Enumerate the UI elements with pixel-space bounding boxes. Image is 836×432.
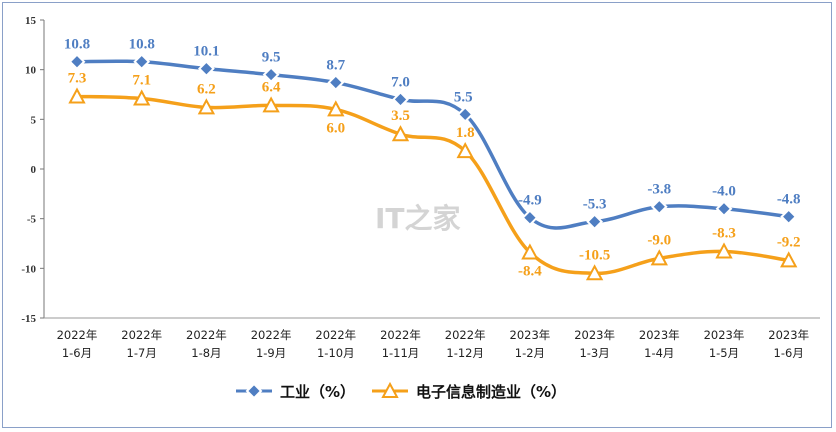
x-tick-label-year: 2023年: [768, 328, 809, 342]
series-1-point: [327, 100, 345, 117]
x-tick-label-period: 1-7月: [127, 346, 157, 360]
y-tick-label: 10: [25, 65, 37, 77]
legend: 工业（%） 电子信息制造业（%）: [236, 381, 566, 401]
series-1-point: [715, 242, 733, 259]
y-tick-label: 15: [25, 15, 37, 27]
x-tick-label-year: 2022年: [380, 328, 421, 342]
series-0-point: [392, 91, 409, 108]
y-tick-label: 5: [31, 114, 37, 126]
data-label: -4.0: [712, 184, 736, 200]
data-label: 7.0: [391, 74, 410, 90]
series-0-point: [197, 60, 215, 78]
series-markers: [68, 53, 798, 281]
x-tick-label-year: 2022年: [251, 328, 292, 342]
data-label: 7.3: [68, 70, 87, 86]
series-0-point: [650, 198, 668, 216]
x-tick-label-period: 1-2月: [515, 346, 545, 360]
watermark-text: IT之家: [375, 202, 461, 235]
series-0-point: [456, 105, 474, 123]
x-tick-label-year: 2023年: [510, 328, 551, 342]
series-1-point: [780, 251, 798, 268]
x-tick-label-period: 1-4月: [644, 346, 674, 360]
legend-marker-0: [245, 382, 263, 400]
x-tick-label-period: 1-8月: [191, 346, 221, 360]
x-tick-label-year: 2022年: [121, 328, 162, 342]
series-0-point: [262, 66, 280, 84]
x-tick-label-period: 1-5月: [709, 346, 739, 360]
data-label: 6.0: [326, 120, 345, 136]
series-1-point: [68, 87, 86, 104]
legend-label: 工业（%）: [280, 383, 355, 401]
x-tick-label-year: 2022年: [57, 328, 98, 342]
data-label: -10.5: [579, 247, 610, 263]
data-label: -9.2: [777, 234, 801, 250]
y-tick-label: -10: [21, 263, 36, 275]
data-label: -3.8: [647, 182, 671, 198]
data-label: -4.8: [777, 192, 801, 208]
y-tick-label: -5: [27, 214, 37, 226]
data-label: 8.7: [326, 58, 345, 74]
series-1-point: [456, 142, 474, 159]
data-label: -8.3: [712, 225, 736, 241]
data-label: 7.1: [132, 72, 151, 88]
data-label: 10.1: [193, 44, 219, 60]
series-0-point: [715, 200, 733, 218]
x-tick-label-period: 1-3月: [579, 346, 609, 360]
series-0-point: [133, 53, 151, 71]
x-tick-label-period: 1-6月: [62, 346, 92, 360]
data-label: 1.8: [456, 125, 475, 141]
series-1-point: [521, 243, 539, 260]
x-tick-label-year: 2022年: [186, 328, 227, 342]
x-tick-label-period: 1-9月: [256, 346, 286, 360]
data-label: 9.5: [262, 50, 281, 66]
chart-frame: [2, 2, 832, 428]
data-label: 6.4: [262, 79, 281, 95]
x-tick-label-year: 2023年: [704, 328, 745, 342]
x-tick-label-year: 2023年: [639, 328, 680, 342]
series-1-point: [262, 96, 280, 113]
series-1-point: [197, 98, 216, 115]
x-tick-label-period: 1-12月: [446, 346, 484, 360]
legend-label: 电子信息制造业（%）: [416, 383, 566, 401]
x-tick-label-year: 2022年: [445, 328, 486, 342]
data-label: -8.4: [518, 263, 542, 279]
series-0-point: [780, 208, 798, 226]
data-label: 10.8: [129, 37, 155, 53]
x-tick-label-year: 2023年: [574, 328, 615, 342]
series-1-point: [391, 125, 410, 142]
series-0-point: [586, 213, 604, 231]
x-tick-label-period: 1-11月: [382, 346, 420, 360]
y-tick-label: 0: [31, 164, 37, 176]
watermark: IT之家: [375, 202, 461, 235]
x-tick-label-year: 2022年: [315, 328, 356, 342]
data-label: -9.0: [647, 232, 671, 248]
x-tick-label-period: 1-10月: [317, 346, 355, 360]
y-tick-label: -15: [21, 313, 36, 325]
series-1-point: [133, 89, 151, 106]
series-1-point: [585, 264, 604, 281]
series-0-point: [68, 53, 86, 71]
data-label: 6.2: [197, 81, 216, 97]
data-label: 5.5: [454, 89, 473, 105]
axes: 15 10 5 0 -5 -10 -15 2022年 1-6月 2022年 1-7月 2022年 1-8…: [21, 15, 820, 360]
data-labels: 10.8 10.8 10.1 9.5 8.7 7.0 5.5 -4.9 -5.3 -3.8 -4.0…: [64, 37, 801, 280]
x-tick-label-period: 1-6月: [774, 346, 804, 360]
data-label: -5.3: [583, 197, 607, 213]
series-lines: [76, 59, 789, 276]
data-label: 10.8: [64, 37, 90, 53]
series-line-1: [76, 94, 789, 276]
series-0-point: [327, 74, 345, 91]
series-0-point: [521, 209, 539, 227]
data-label: 3.5: [391, 108, 410, 124]
series-1-point: [650, 249, 668, 266]
legend-marker-1: [381, 381, 399, 398]
data-label: -4.9: [518, 193, 542, 209]
